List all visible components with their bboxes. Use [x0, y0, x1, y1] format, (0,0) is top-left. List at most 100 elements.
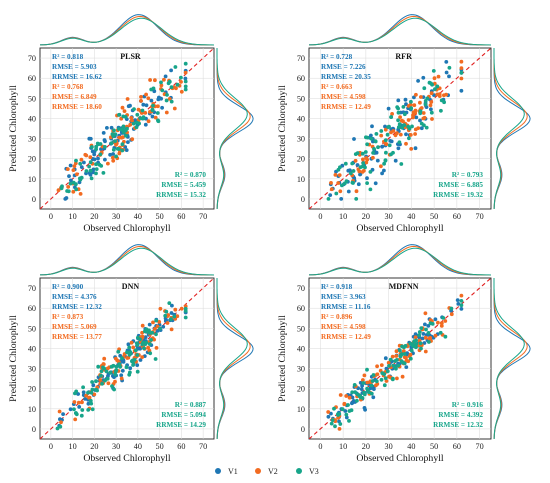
- point-v3: [371, 373, 376, 377]
- point-v2: [413, 132, 417, 136]
- point-v2: [439, 321, 444, 325]
- point-v2: [391, 129, 396, 133]
- point-v2: [139, 99, 143, 103]
- point-v3: [132, 107, 136, 111]
- point-v3: [338, 422, 343, 426]
- y-tick-label: 0: [32, 425, 36, 434]
- point-v3: [407, 136, 411, 141]
- point-v3: [350, 161, 355, 166]
- point-v3: [74, 412, 79, 417]
- point-v1: [159, 96, 164, 101]
- point-v2: [342, 402, 347, 407]
- kde-top-v1: [39, 14, 214, 46]
- point-v1: [326, 414, 331, 419]
- point-v3: [396, 363, 401, 368]
- point-v1: [143, 335, 148, 340]
- point-v3: [127, 372, 132, 377]
- point-v2: [169, 327, 174, 332]
- legend-label: V3: [309, 467, 319, 476]
- point-v2: [406, 118, 411, 122]
- point-v2: [365, 157, 370, 162]
- point-v3: [80, 408, 85, 412]
- y-tick-label: 20: [297, 155, 305, 164]
- stat-v2: R² = 0.663: [321, 83, 353, 91]
- point-v2: [375, 364, 379, 369]
- point-v2: [400, 374, 405, 379]
- stat-v2: RMSE = 6.849: [52, 93, 97, 101]
- point-v3: [409, 106, 414, 111]
- point-v3: [147, 342, 152, 346]
- legend-label: V2: [268, 467, 278, 476]
- point-v2: [183, 70, 188, 75]
- point-v1: [328, 193, 333, 198]
- point-v3: [349, 408, 354, 413]
- point-v2: [436, 320, 440, 325]
- point-v3: [90, 145, 94, 149]
- stat-v1: RRMSE = 12.32: [52, 303, 102, 311]
- point-v3: [99, 369, 104, 374]
- point-v3: [433, 87, 437, 91]
- point-v2: [338, 393, 343, 397]
- point-v1: [67, 174, 71, 179]
- point-v2: [130, 118, 134, 123]
- x-tick-label: 0: [318, 212, 322, 221]
- stat-v3: R² = 0.916: [452, 401, 484, 409]
- point-v3: [369, 391, 374, 396]
- point-v2: [113, 356, 118, 361]
- y-tick-label: 30: [28, 135, 36, 144]
- point-v3: [358, 165, 363, 170]
- point-v3: [395, 105, 400, 109]
- point-v1: [388, 139, 393, 143]
- point-v3: [121, 114, 126, 119]
- point-v2: [379, 133, 384, 138]
- kde-top-v1: [308, 14, 491, 46]
- point-v3: [98, 142, 103, 146]
- point-v1: [386, 106, 391, 111]
- point-v3: [382, 161, 386, 166]
- point-v3: [424, 327, 428, 332]
- point-v1: [77, 405, 82, 409]
- point-v3: [86, 408, 91, 412]
- point-v3: [90, 407, 95, 412]
- kde-right: [493, 278, 531, 440]
- point-v3: [100, 381, 104, 386]
- kde-top-v3: [309, 17, 492, 46]
- point-v3: [111, 134, 116, 139]
- point-v2: [360, 170, 365, 174]
- point-v3: [383, 138, 388, 143]
- point-v2: [157, 320, 162, 324]
- point-v1: [169, 68, 174, 73]
- point-v3: [71, 180, 76, 185]
- x-tick-label: 10: [69, 212, 77, 221]
- y-tick-label: 60: [297, 74, 305, 83]
- point-v2: [151, 320, 155, 325]
- point-v3: [354, 197, 359, 201]
- point-v3: [74, 187, 79, 192]
- point-v3: [179, 75, 183, 80]
- point-v1: [149, 98, 154, 103]
- point-v3: [131, 121, 136, 126]
- point-v3: [109, 141, 114, 146]
- point-v1: [81, 390, 86, 395]
- point-v2: [73, 161, 78, 166]
- y-tick-label: 50: [297, 324, 305, 333]
- point-v2: [165, 321, 170, 325]
- x-tick-label: 20: [362, 212, 370, 221]
- scatter-points: [326, 59, 464, 201]
- point-v1: [64, 196, 69, 200]
- x-tick-label: 30: [112, 442, 120, 451]
- point-v3: [183, 87, 188, 92]
- point-v2: [398, 115, 402, 119]
- point-v3: [409, 348, 414, 353]
- point-v2: [79, 157, 84, 162]
- point-v3: [385, 132, 390, 137]
- point-v1: [373, 181, 378, 186]
- point-v3: [425, 96, 430, 101]
- point-v3: [135, 112, 140, 117]
- point-v3: [370, 379, 375, 383]
- point-v2: [361, 157, 365, 162]
- point-v3: [183, 309, 188, 313]
- point-v3: [449, 306, 454, 311]
- point-v3: [403, 344, 408, 348]
